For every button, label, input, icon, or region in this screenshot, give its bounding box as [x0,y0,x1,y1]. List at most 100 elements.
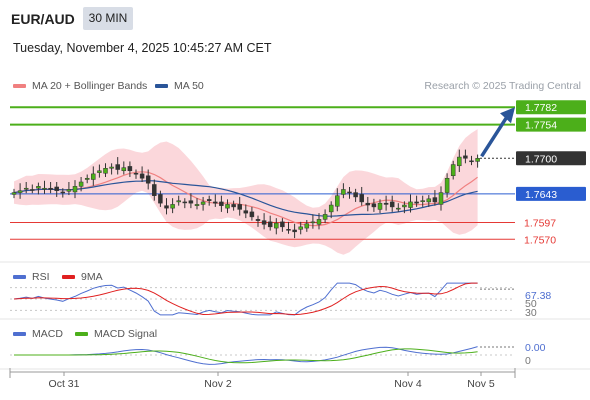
x-tick-label: Nov 5 [467,378,495,390]
candle [347,186,352,199]
level-label-pivot: 1.7643 [525,189,557,201]
candle [243,204,249,219]
candle-body-down [389,201,395,208]
level-label-target: 1.7754 [525,120,557,132]
candle-body-down [365,202,371,206]
candle [170,198,175,214]
candle-body-down [219,201,224,206]
bollinger-band-area [14,129,478,255]
candle-body-down [432,197,438,203]
candle-body-up [438,192,444,205]
candle [91,166,96,186]
level-label-bg [516,151,586,166]
candle [176,195,181,206]
legend-macd: MACD [13,328,63,340]
candle [225,199,230,214]
candle [48,181,53,194]
candle-body-up [316,219,322,225]
candle-body-down [139,173,145,179]
candle [103,163,108,177]
candle-body-up [17,190,23,193]
candle [280,218,285,232]
candle [109,163,114,175]
candle-body-down [353,192,358,198]
candle [30,184,35,194]
level-label-bg [516,186,586,201]
legend-9ma: 9MA [62,271,103,283]
candle [188,193,194,209]
candle [255,215,261,227]
price-labels: 1.7782 1.7754 1.7700 1.7643 1.7597 1.7570 [516,100,586,246]
bollinger-bands [14,129,478,255]
legend-macd-signal: MACD Signal [75,328,157,340]
candle-body-up [457,156,462,167]
legend-rsi-label: RSI [32,271,50,283]
candle-body-up [341,189,346,195]
candle [322,209,328,224]
candle [402,201,407,214]
candle-body-down [127,166,133,172]
candle-body-down [249,211,255,218]
candle [72,180,78,199]
candle-body-up [109,166,114,169]
candle [328,201,334,219]
candle [121,161,127,175]
candle-body-down [30,189,35,191]
candle-body-up [194,204,200,206]
candle [426,195,432,207]
candle [152,179,157,201]
candle [11,188,17,199]
candle-body-down [158,194,163,204]
x-tick-label: Nov 2 [204,378,232,390]
candle [194,198,200,210]
candle [17,183,23,199]
candle [158,190,163,207]
candle-body-up [377,202,383,210]
candle [438,186,444,211]
candle [164,198,169,215]
candle [450,160,456,180]
candle-body-up [475,158,480,162]
candle [182,198,188,209]
candle-body-down [371,203,377,208]
target-arrow-shaft [480,114,510,158]
candle-body-down [213,201,218,204]
candle-body-up [11,192,17,195]
candle [54,181,59,197]
candle-body-up [170,204,175,209]
level-label-target: 1.7782 [525,102,557,114]
target-arrow [480,107,515,158]
target-arrow-head [500,107,515,124]
candle [475,154,480,168]
candle [353,188,358,202]
candle-body-down [237,204,242,210]
candle [206,195,212,206]
timeframe-badge[interactable]: 30 MIN [83,7,133,30]
macd-signal-line [14,348,478,364]
candle-body-up [420,200,425,202]
candle-body-up [36,186,41,189]
legend-macd-signal-label: MACD Signal [94,328,158,340]
candle-body-down [267,221,273,228]
candle-body-down [54,186,59,191]
candle-body-down [133,173,139,175]
legend-ma50-label: MA 50 [174,80,204,92]
candle-body-up [176,200,181,203]
candle-body-down [414,201,419,204]
candle-body-down [231,204,236,208]
candle-body-up [225,204,230,209]
candle [377,199,383,214]
chart-header: EUR/AUD 30 MIN Tuesday, November 4, 2025… [0,0,590,80]
panel-separators [0,261,590,370]
candle [383,195,389,211]
rsi-line [13,282,478,316]
candle [115,157,120,175]
candle [97,164,102,178]
level-label-support: 1.7570 [524,234,556,246]
candle-body-down [280,221,285,228]
candle-body-down [286,229,291,231]
candle [213,194,218,207]
candle-body-down [152,184,157,196]
